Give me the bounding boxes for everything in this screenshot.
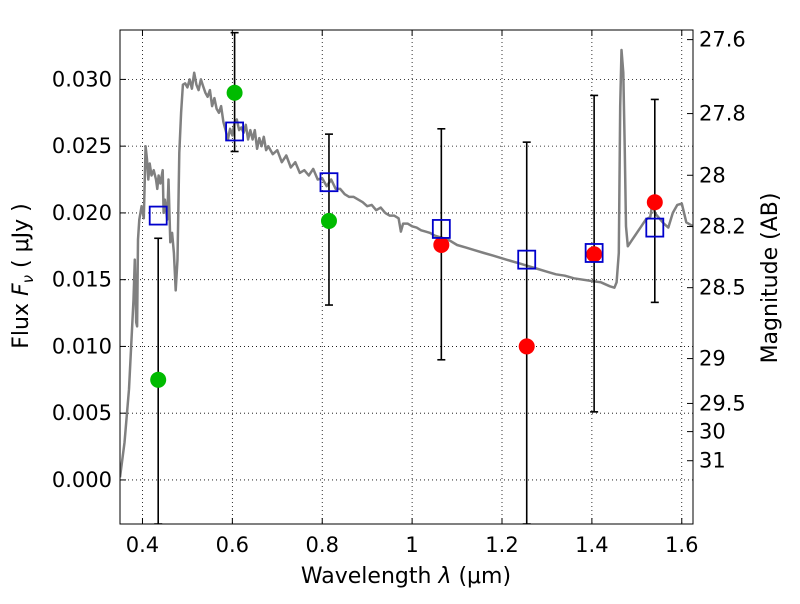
y-tick-label: 0.005 [52, 401, 112, 425]
right-tick-label: 29 [699, 347, 726, 371]
right-tick-label: 27.8 [699, 102, 746, 126]
data-point [646, 194, 663, 211]
x-tick-label: 0.6 [216, 533, 249, 557]
plot-area [120, 31, 693, 524]
x-tick-label: 1.4 [575, 533, 608, 557]
right-tick-label: 31 [699, 449, 726, 473]
y-tick-label: 0.025 [52, 134, 112, 158]
synthetic-photometry-marker [584, 243, 604, 263]
y-tick-label: 0.030 [52, 67, 112, 91]
right-tick-label: 28.5 [699, 276, 746, 300]
data-point [433, 236, 450, 253]
synthetic-photometry-marker [431, 219, 451, 239]
right-tick-label: 28 [699, 163, 726, 187]
synthetic-photometry-marker [225, 121, 245, 142]
data-point [320, 212, 337, 229]
model-spectrum-line [120, 48, 693, 478]
x-tick-label: 1.6 [665, 533, 698, 557]
axis-ticks: 0.4 0.6 0.8 1 1.2 1.4 1.6 0.000 0.005 0.010 0.015 0… [52, 28, 746, 557]
data-point [150, 371, 167, 388]
y-tick-label: 0.020 [52, 201, 112, 225]
y-tick-label: 0.015 [52, 268, 112, 292]
x-tick-label: 1 [405, 533, 418, 557]
right-tick-label: 30 [699, 420, 726, 444]
x-tick-label: 1.2 [485, 533, 518, 557]
axes-frame [119, 29, 694, 525]
y-tick-label: 0.000 [52, 468, 112, 492]
synthetic-photometry-marker [319, 172, 339, 193]
synthetic-photometry-marker [645, 217, 665, 238]
x-tick-label: 0.8 [306, 533, 339, 557]
synthetic-photometry-marker [517, 249, 537, 270]
synthetic-photometry-marker [148, 205, 168, 226]
right-tick-label: 29.5 [699, 391, 746, 415]
y-tick-label: 0.010 [52, 334, 112, 358]
data-point [518, 338, 535, 355]
x-tick-label: 0.4 [126, 533, 159, 557]
data-point [586, 246, 603, 263]
right-axis-label: Magnitude (AB) [758, 193, 783, 364]
right-tick-label: 27.6 [699, 28, 746, 52]
right-tick-label: 28.2 [699, 215, 746, 239]
grid-lines [120, 30, 693, 524]
x-axis-label: Wavelength λ (μm) [301, 564, 511, 589]
data-point [226, 84, 243, 101]
y-axis-label: Flux Fν ( μJy ) [9, 203, 37, 348]
